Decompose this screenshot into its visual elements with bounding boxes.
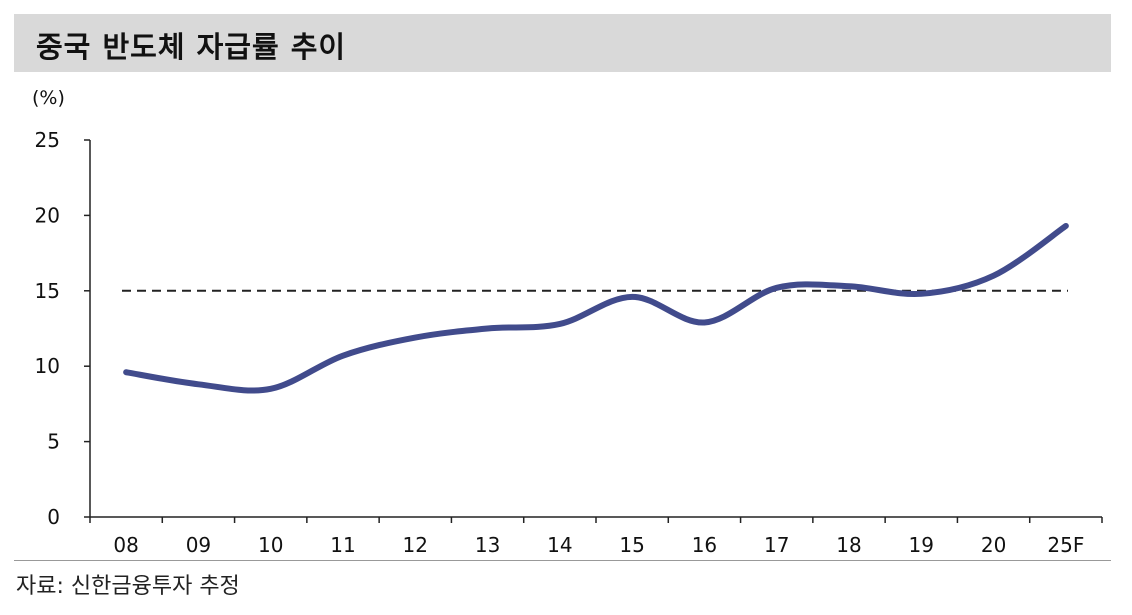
x-tick-label: 16 bbox=[692, 533, 717, 557]
footer-divider bbox=[14, 560, 1111, 561]
y-tick-label: 15 bbox=[35, 279, 60, 303]
x-tick-label: 25F bbox=[1047, 533, 1084, 557]
x-tick-label: 12 bbox=[403, 533, 428, 557]
source-note: 자료: 신한금융투자 추정 bbox=[16, 568, 240, 600]
x-tick-label: 19 bbox=[909, 533, 934, 557]
y-unit-label: (%) bbox=[32, 87, 65, 109]
y-tick-label: 0 bbox=[47, 505, 60, 529]
x-tick-label: 18 bbox=[836, 533, 861, 557]
x-tick-label: 11 bbox=[330, 533, 355, 557]
x-tick-label: 20 bbox=[981, 533, 1006, 557]
y-tick-label: 10 bbox=[35, 354, 60, 378]
y-tick-label: 25 bbox=[35, 128, 60, 152]
x-tick-label: 08 bbox=[113, 533, 138, 557]
series-line-0 bbox=[126, 226, 1066, 391]
x-tick-label: 14 bbox=[547, 533, 572, 557]
x-tick-label: 17 bbox=[764, 533, 789, 557]
y-tick-label: 5 bbox=[47, 430, 60, 454]
x-tick-label: 09 bbox=[186, 533, 211, 557]
x-tick-label: 15 bbox=[619, 533, 644, 557]
y-tick-label: 20 bbox=[35, 203, 60, 227]
x-tick-label: 13 bbox=[475, 533, 500, 557]
x-tick-label: 10 bbox=[258, 533, 283, 557]
